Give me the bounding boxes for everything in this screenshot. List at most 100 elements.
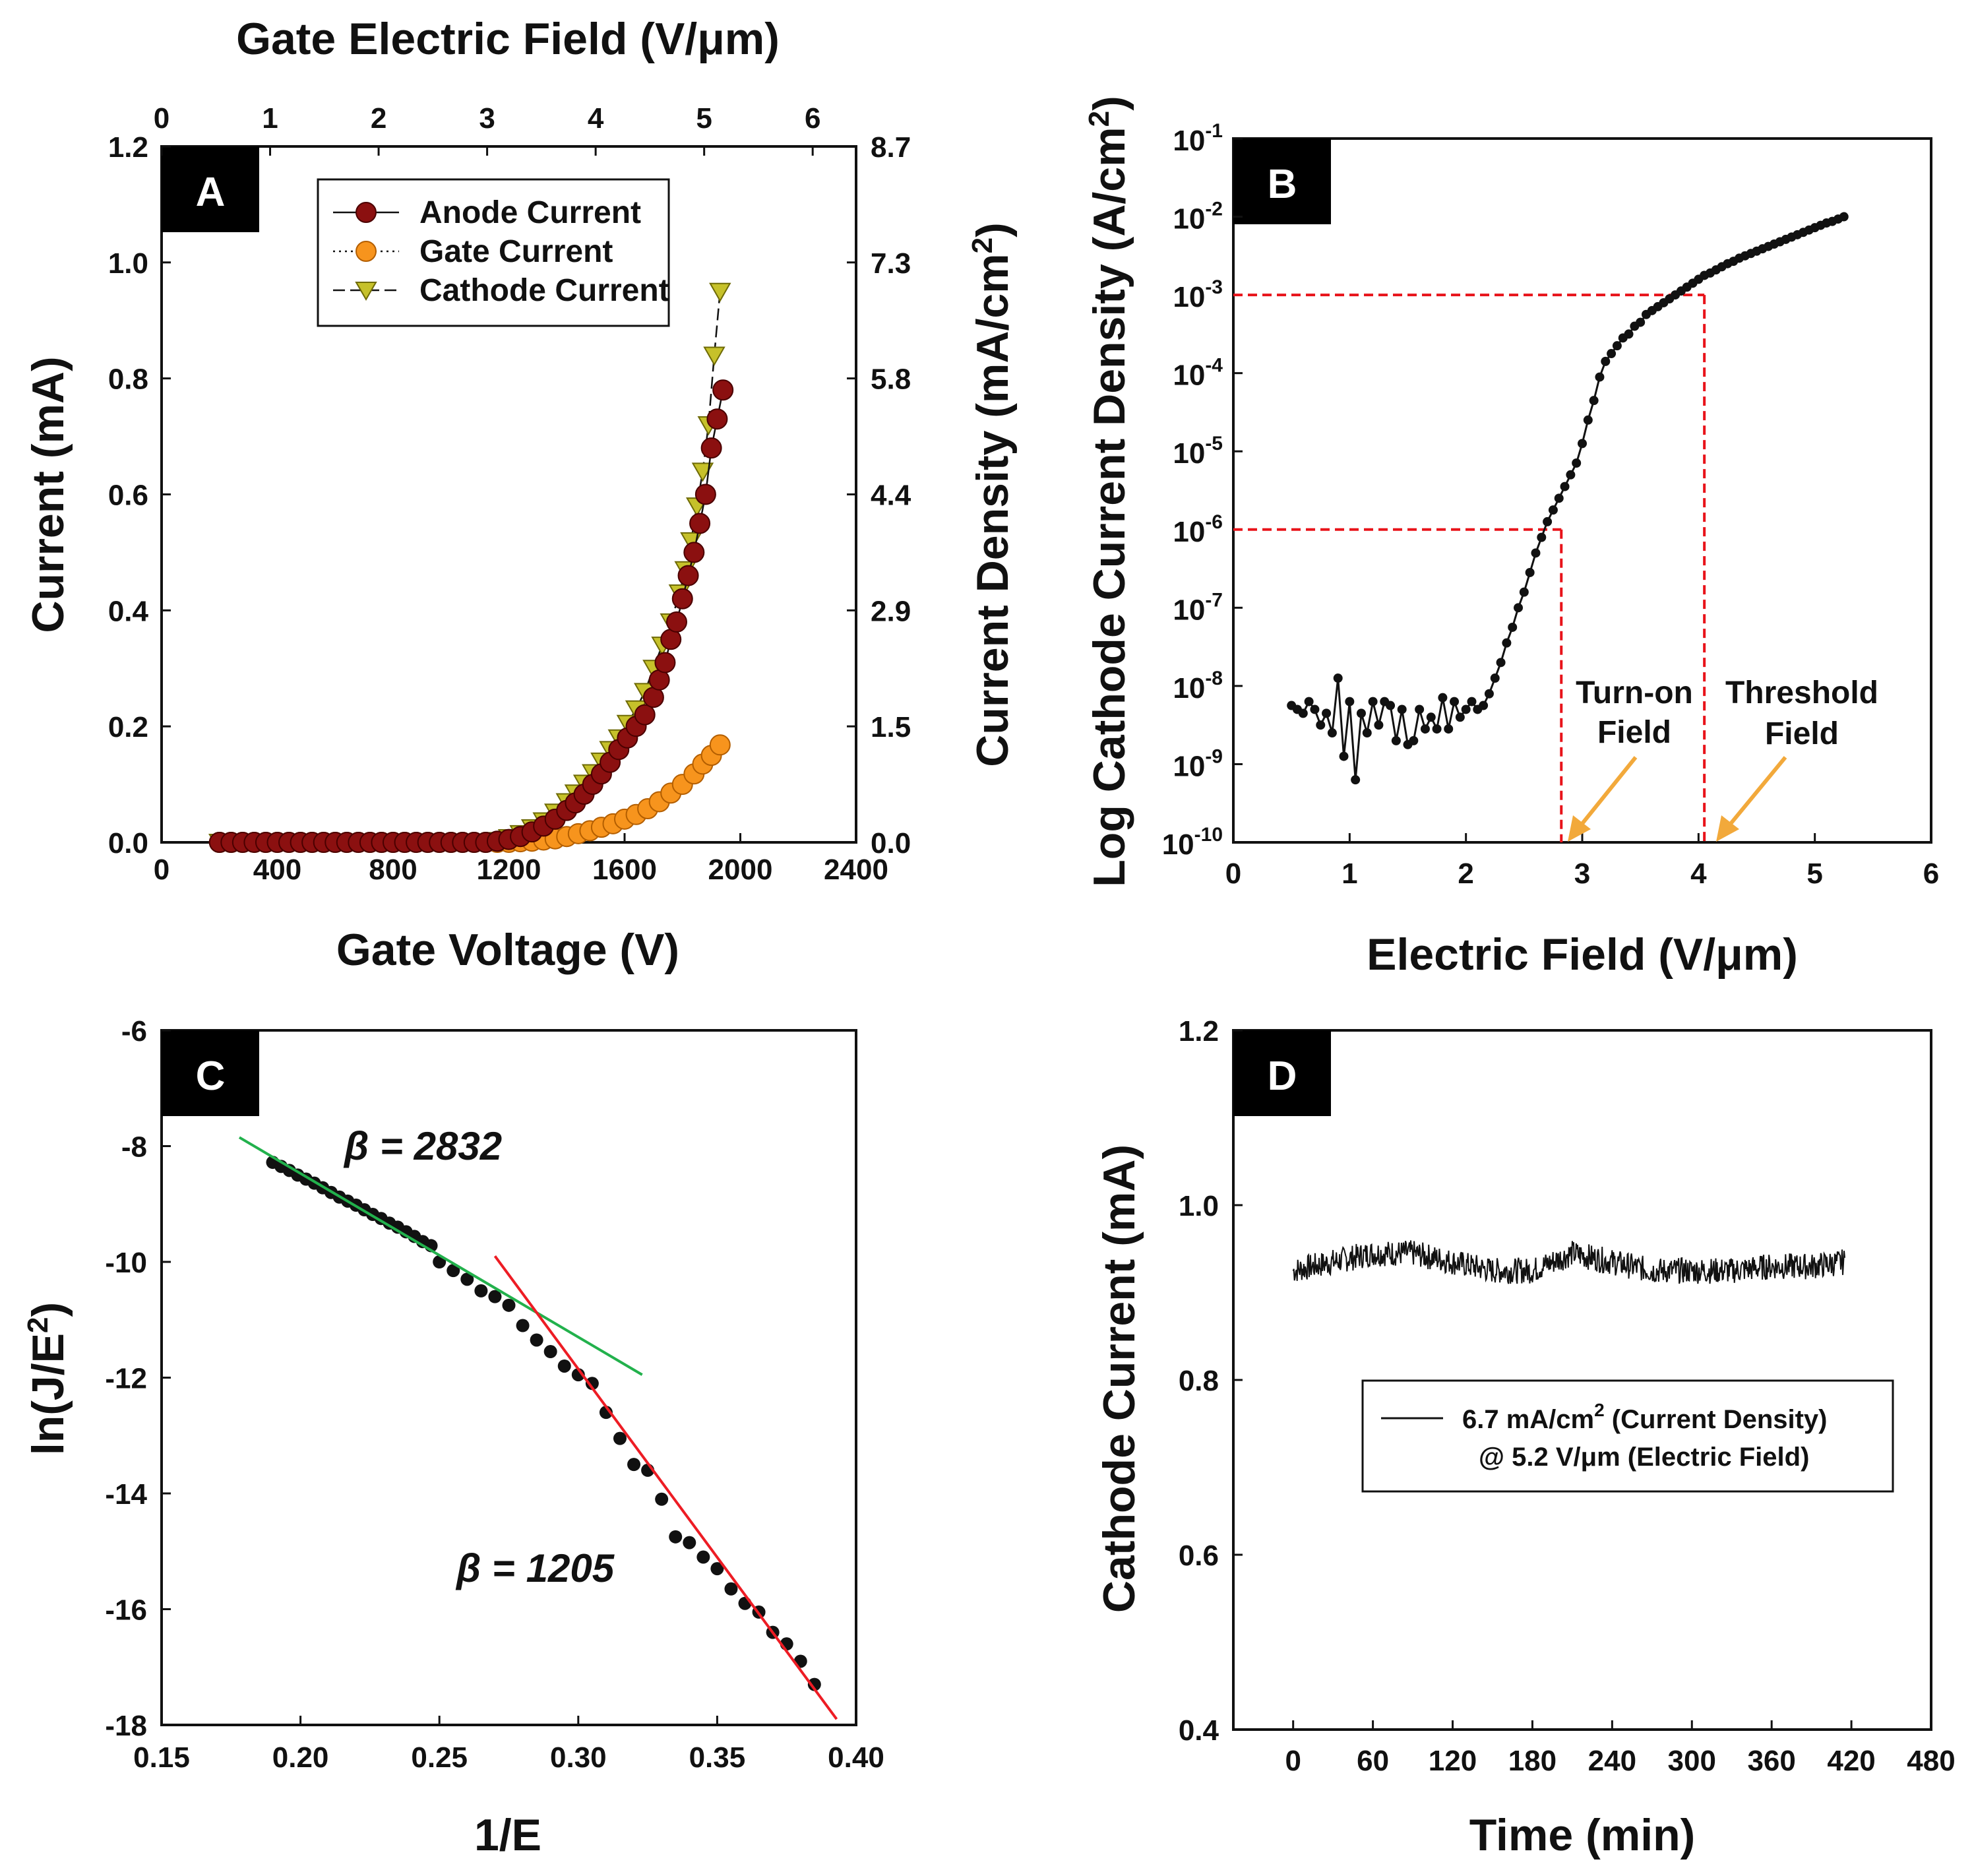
panel-a-right-label-end: ) [968,222,1018,237]
b-point [1316,720,1326,730]
a-anode-point [706,408,728,430]
b-x-tick-label: 3 [1574,858,1590,890]
d-current-trace [1292,1240,1845,1284]
b-x-tick-label: 6 [1923,858,1939,890]
a-anode-point [671,588,693,610]
panel-c-y-label-sup: 2 [22,1317,54,1333]
turn-on-arrow-shaft [1576,756,1638,830]
a-anode-point [677,565,699,586]
b-point [1490,673,1500,683]
b-y-tick-base: 10 [1173,437,1205,470]
a-anode-point [634,704,656,726]
panel-a-badge [162,146,259,232]
c-point [724,1582,738,1596]
a-top-tick-label: 0 [154,102,170,135]
threshold-label-1: Threshold [1725,675,1878,710]
a-anode-point [712,379,734,401]
legend-gate-label: Gate Current [419,234,613,269]
c-x-tick-label: 0.40 [828,1741,884,1774]
a-gate-point [709,734,731,756]
panel-a-right-ticks: 0.0 1.5 2.9 4.4 5.8 7.3 8.7 [847,131,911,860]
b-point [1537,532,1547,542]
a-series-line [219,744,721,844]
b-y-tick-exp: -6 [1205,511,1223,533]
a-x-tick-label: 0 [154,854,170,886]
b-point [1607,349,1617,359]
panel-b-y-label-end: ) [1084,96,1134,111]
c-point [516,1319,530,1332]
a-x-tick-label: 400 [253,854,301,886]
legend-cathode-marker [355,282,377,301]
b-point [1386,701,1396,710]
d-x-tick-label: 60 [1357,1745,1389,1777]
b-point [1374,720,1384,730]
a-y-tick-label: 0.4 [108,595,149,627]
a-anode-point [700,437,722,459]
b-point [1589,396,1599,406]
a-top-tick-label: 5 [696,102,712,135]
c-y-tick-label: -16 [105,1594,147,1627]
a-top-tick-label: 4 [588,102,604,135]
panel-b-letter: B [1268,162,1297,207]
b-y-tick-base: 10 [1173,672,1205,704]
b-point [1479,701,1489,710]
b-point [1426,712,1436,722]
b-point [1397,704,1407,714]
d-x-tick-label: 300 [1668,1745,1716,1777]
panel-d-legend: 6.7 mA/cm2 (Current Density) @ 5.2 V/μm … [1361,1379,1894,1493]
c-point [488,1290,502,1303]
b-y-tick-label: 10-2 [1173,199,1223,235]
b-y-tick-label: 10-5 [1173,433,1223,470]
b-x-tick-label: 4 [1690,858,1707,890]
a-right-tick-label: 5.8 [871,363,911,396]
panel-c-y-label: ln(J/E2) [22,1302,73,1455]
panel-d-legend-line1: 6.7 mA/cm2 (Current Density) [1462,1400,1828,1434]
turn-on-label-2: Field [1597,715,1671,750]
b-y-tick-base: 10 [1173,360,1205,392]
b-point [1304,697,1314,706]
legend-anode-marker [355,202,377,223]
b-point [1409,735,1419,745]
b-y-tick-label: 10-9 [1173,745,1223,782]
b-point [1450,697,1460,706]
c-y-tick-label: -6 [121,1015,147,1047]
panel-c-x-label: 1/E [474,1810,541,1860]
a-top-tick-label: 3 [479,102,495,135]
panel-b-badge [1233,139,1331,224]
d-y-tick-label: 0.8 [1179,1365,1219,1397]
a-anode-point [665,611,687,633]
b-point [1461,704,1471,714]
c-point [585,1377,599,1391]
panel-b-x-label: Electric Field (V/μm) [1367,929,1798,980]
a-x-tick-label: 1200 [477,854,541,886]
panel-b-y-ticks: 10-1010-910-810-710-610-510-410-310-210-… [1162,120,1243,861]
c-point [613,1431,627,1445]
panel-c-series [266,1156,821,1691]
a-right-tick-label: 0.0 [871,827,911,860]
b-y-tick-base: 10 [1173,125,1205,157]
panel-a-top-label: Gate Electric Field (V/μm) [236,14,780,64]
b-y-tick-base: 10 [1173,203,1205,235]
c-point [474,1284,488,1298]
panel-b-y-label-main: Log Cathode Current Density (A/cm [1084,127,1134,887]
panel-d-x-label: Time (min) [1469,1810,1696,1860]
b-point [1624,329,1634,339]
b-point [1543,516,1553,526]
b-y-tick-exp: -3 [1205,276,1223,298]
b-y-tick-label: 10-7 [1173,589,1223,626]
a-y-tick-label: 0.2 [108,711,148,743]
a-cathode-point [709,282,731,303]
a-y-tick-label: 1.2 [108,131,148,164]
b-y-tick-label: 10-8 [1173,668,1223,704]
b-point [1368,697,1378,706]
legend-gate-marker [355,241,377,262]
d-y-tick-label: 0.4 [1179,1714,1219,1747]
d-y-tick-label: 1.0 [1179,1190,1219,1222]
a-x-tick-label: 1600 [592,854,657,886]
a-y-tick-label: 0.8 [108,363,148,396]
panel-b-x-ticks: 0 1 2 3 4 5 6 [1225,833,1939,890]
a-right-tick-label: 7.3 [871,247,911,280]
a-series-line [219,291,722,844]
panel-b-y-label: Log Cathode Current Density (A/cm2) [1083,96,1134,887]
